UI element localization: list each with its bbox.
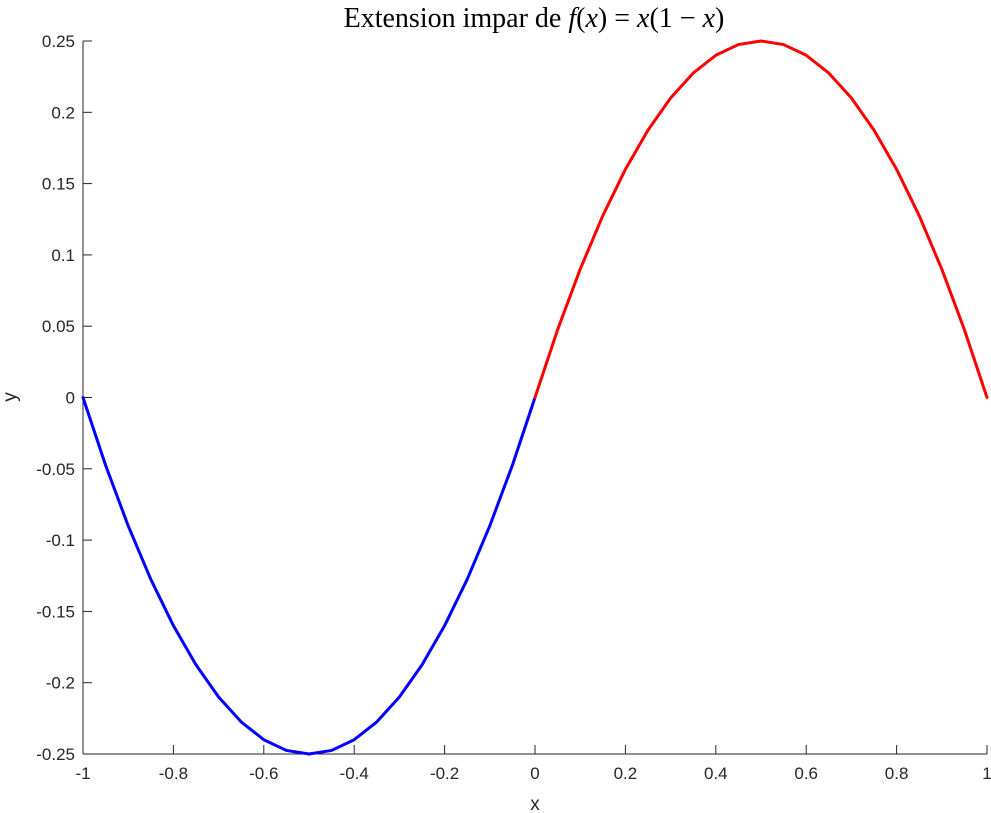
x-tick-label: 0.8 bbox=[885, 764, 909, 783]
axes: -1 -0.8 -0.6 -0.4 -0.2 0 0.2 0.4 0.6 0.8 1 -0.25 -0.… bbox=[36, 32, 991, 783]
x-axis-label: x bbox=[530, 794, 540, 813]
chart-title: Extension impar de f(x) = x(1 − x) bbox=[344, 3, 725, 34]
x-tick-label: -0.6 bbox=[249, 764, 278, 783]
y-tick-label: -0.1 bbox=[46, 531, 75, 550]
x-tick-label: 0.6 bbox=[794, 764, 818, 783]
series-line-1 bbox=[81, 396, 537, 756]
title-equals: = bbox=[607, 3, 637, 34]
x-tick-label: -0.4 bbox=[340, 764, 369, 783]
y-tick-label: 0.15 bbox=[42, 175, 75, 194]
title-prefix: Extension impar de bbox=[344, 3, 569, 34]
title-open-paren: ( bbox=[576, 3, 585, 34]
series-layer bbox=[81, 39, 989, 756]
x-tick-label: 0 bbox=[530, 764, 539, 783]
y-tick-label: 0.25 bbox=[42, 32, 75, 51]
title-f: f bbox=[568, 3, 579, 34]
x-tick-label: -0.8 bbox=[159, 764, 188, 783]
title-x-2: x bbox=[636, 3, 650, 34]
x-tick-label: -0.2 bbox=[430, 764, 459, 783]
y-tick-label: 0.1 bbox=[51, 246, 75, 265]
x-tick-label: -1 bbox=[75, 764, 90, 783]
title-close-paren: ) bbox=[598, 3, 607, 34]
title-x-1: x bbox=[584, 3, 598, 34]
title-close-paren-2: ) bbox=[715, 3, 724, 34]
y-tick-label: 0 bbox=[66, 389, 75, 408]
y-tick-label: -0.25 bbox=[36, 745, 75, 764]
y-tick-label: -0.05 bbox=[36, 460, 75, 479]
x-tick-label: 0.4 bbox=[704, 764, 728, 783]
y-tick-label: 0.2 bbox=[51, 103, 75, 122]
y-tick-label: 0.05 bbox=[42, 317, 75, 336]
y-tick-label: -0.2 bbox=[46, 674, 75, 693]
y-axis-label: y bbox=[0, 392, 21, 402]
x-tick-label: 1 bbox=[982, 764, 991, 783]
x-tick-label: 0.2 bbox=[614, 764, 638, 783]
title-x-3: x bbox=[702, 3, 716, 34]
series-line-2 bbox=[533, 39, 989, 399]
y-tick-label: -0.15 bbox=[36, 602, 75, 621]
title-one-minus: (1 − bbox=[649, 3, 702, 34]
